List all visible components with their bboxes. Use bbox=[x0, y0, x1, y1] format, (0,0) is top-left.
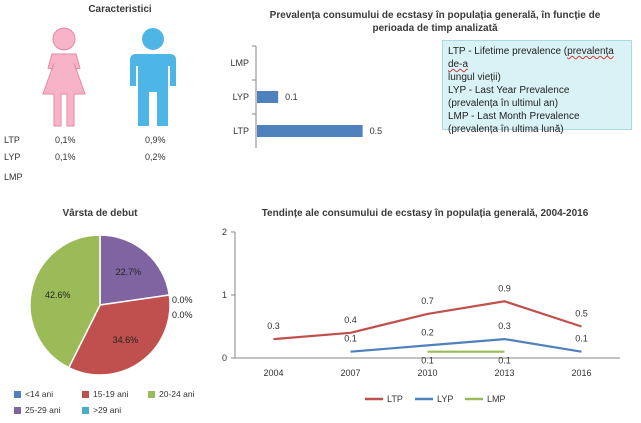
legend-series-label: LTP bbox=[387, 394, 403, 404]
char-row-female: 0,1% bbox=[55, 135, 76, 145]
series-data-label: 0.1 bbox=[575, 334, 588, 344]
series-data-label: 0.3 bbox=[267, 321, 280, 331]
legend-swatch bbox=[148, 390, 155, 398]
x-tick-label: 2013 bbox=[494, 368, 514, 378]
x-tick-label: 2010 bbox=[417, 368, 437, 378]
y-tick-label: 1 bbox=[222, 290, 227, 300]
series-data-label: 0.2 bbox=[421, 327, 434, 337]
legend-line: LYP - Last Year Prevalence bbox=[448, 85, 570, 96]
char-row-male: 0,9% bbox=[145, 135, 166, 145]
prevalence-title-line2: perioada de timp analizată bbox=[372, 23, 498, 34]
legend-line: LTP - Lifetime prevalence (prevalența de… bbox=[448, 45, 626, 71]
legend-swatch bbox=[14, 406, 21, 414]
pie-legend-item: <14 ani bbox=[14, 389, 53, 399]
female-figure-icon bbox=[42, 27, 86, 127]
male-figure-icon bbox=[130, 28, 176, 126]
legend-line: (prevalența în ultimul an) bbox=[448, 98, 559, 109]
legend-text: LTP - Lifetime prevalence (prevalența de… bbox=[448, 46, 614, 70]
legend-line: lungul vieții) bbox=[448, 72, 501, 83]
legend-series-label: LYP bbox=[437, 394, 453, 404]
series-data-label: 0.5 bbox=[575, 309, 588, 319]
series-data-label: 0.3 bbox=[498, 321, 511, 331]
series-data-label: 0.1 bbox=[498, 356, 511, 366]
legend-line: (prevalența în ultima lună) bbox=[448, 124, 564, 135]
bar-data-label: 0.1 bbox=[285, 92, 298, 102]
pie-slice bbox=[29, 234, 101, 369]
pie-legend-item: 15-19 ani bbox=[82, 389, 128, 399]
pie-legend-item: 25-29 ani bbox=[14, 405, 60, 415]
pie-data-label: 0.0% bbox=[172, 310, 193, 320]
series-data-label: 0.7 bbox=[421, 296, 434, 306]
series-line-lyp bbox=[350, 337, 582, 353]
legend-series-label: LMP bbox=[487, 394, 506, 404]
bar-data-label: 0.5 bbox=[370, 126, 383, 136]
pie-data-label: 34.6% bbox=[113, 335, 139, 345]
trend-line-chart: 0 1 2 2004 2007 2010 2013 2016 0.3 0.4 0.7 0.9 0.5 0.… bbox=[222, 227, 620, 404]
pie-data-label: 0.0% bbox=[172, 295, 193, 305]
prevalence-legend-box: LTP - Lifetime prevalence (prevalența de… bbox=[442, 40, 632, 135]
pie-legend-label: 25-29 ani bbox=[25, 405, 61, 415]
legend-swatch bbox=[82, 390, 89, 398]
characteristics-title: Caracteristici bbox=[88, 4, 152, 15]
pie-legend-label: 15-19 ani bbox=[93, 389, 129, 399]
bar bbox=[257, 125, 363, 137]
series-data-label: 0.9 bbox=[498, 283, 511, 293]
series-data-label: 0.1 bbox=[421, 356, 434, 366]
pie-data-label: 22.7% bbox=[116, 267, 142, 277]
pie-data-label: 42.6% bbox=[45, 290, 71, 300]
pie-legend-label: >29 ani bbox=[93, 405, 122, 415]
x-tick-label: 2007 bbox=[340, 368, 360, 378]
pie-legend-label: 20-24 ani bbox=[159, 389, 195, 399]
pie-legend-item: >29 ani bbox=[82, 405, 121, 415]
x-tick-label: 2016 bbox=[571, 368, 591, 378]
bar-category-label: LTP bbox=[233, 126, 249, 136]
pie-title: Vârsta de debut bbox=[62, 208, 138, 219]
char-row-label: LTP bbox=[4, 135, 20, 145]
bar-category-label: LYP bbox=[233, 92, 249, 102]
bar-category-label: LMP bbox=[230, 58, 249, 68]
prevalence-bar-chart: LMP LYP 0.1 LTP 0.5 bbox=[230, 45, 383, 148]
char-row-label: LYP bbox=[4, 152, 21, 162]
legend-swatch bbox=[82, 406, 89, 414]
pie-slice bbox=[67, 294, 171, 376]
legend-swatch bbox=[14, 390, 21, 398]
pie-legend-label: <14 ani bbox=[25, 389, 54, 399]
series-data-label: 0.4 bbox=[344, 315, 357, 325]
prevalence-title-line1: Prevalența consumului de ecstasy în popu… bbox=[269, 10, 601, 21]
y-tick-label: 0 bbox=[222, 353, 227, 363]
bar bbox=[257, 91, 279, 103]
x-tick-label: 2004 bbox=[263, 368, 283, 378]
gender-figures bbox=[42, 27, 176, 127]
char-row-male: 0,2% bbox=[145, 152, 166, 162]
series-data-label: 0.1 bbox=[344, 334, 357, 344]
debut-age-pie-chart: 22.7% 34.6% 42.6% 0.0% 0.0% bbox=[29, 234, 193, 376]
char-row-female: 0,1% bbox=[55, 152, 76, 162]
trend-title: Tendințe ale consumului de ecstasy în po… bbox=[261, 208, 589, 219]
pie-slice bbox=[99, 234, 171, 306]
y-tick-label: 2 bbox=[222, 227, 227, 237]
series-line-ltp bbox=[273, 300, 582, 341]
char-row-label: LMP bbox=[4, 172, 23, 182]
legend-line: LMP - Last Month Prevalence bbox=[448, 111, 580, 122]
pie-legend-item: 20-24 ani bbox=[148, 389, 194, 399]
spellcheck-underline: prevalența de-a bbox=[448, 46, 614, 70]
